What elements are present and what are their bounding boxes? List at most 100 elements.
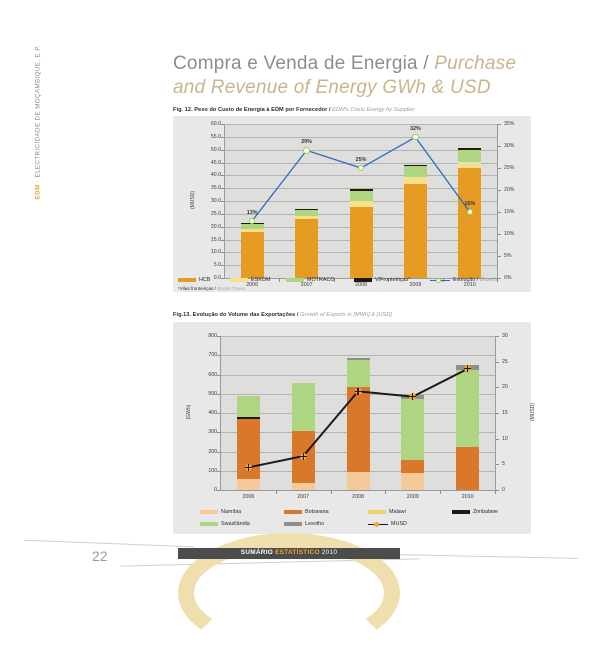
legend-item-label: Namíbia	[221, 509, 242, 515]
data-label: 32%	[409, 126, 421, 133]
y2-axis-tick	[495, 413, 499, 414]
gridline	[225, 188, 497, 189]
legend-item[interactable]: V/Fronteiriças*	[354, 277, 422, 283]
bar-segment	[295, 208, 319, 210]
y-axis-tick	[217, 336, 221, 337]
bar-segment	[401, 460, 425, 473]
y2-axis-tick	[495, 490, 499, 491]
legend-item[interactable]: Namíbia	[200, 509, 276, 515]
y2-axis-tick	[497, 168, 501, 169]
figure-12-footnote-en: Border Towns	[217, 286, 246, 291]
gridline	[225, 175, 497, 176]
legend-item[interactable]: Evolução / Growth	[430, 277, 497, 283]
legend-marker	[436, 277, 441, 283]
legend-item[interactable]: ESKOM	[230, 277, 278, 283]
line-data-marker	[357, 164, 365, 172]
legend-item[interactable]: MUSD	[368, 521, 444, 527]
y2-axis-tick-label: 15	[502, 410, 508, 416]
page-title: Compra e Venda de Energia / Purchase and…	[173, 52, 523, 100]
bar-segment	[349, 190, 373, 201]
legend-color-swatch	[200, 510, 218, 514]
y-axis-tick	[221, 265, 225, 267]
marker-crosshair	[467, 365, 469, 373]
plot-area	[225, 124, 497, 279]
legend-item-label: MUSD	[391, 521, 407, 527]
x-axis-tick-label: 2010	[463, 282, 476, 288]
bar-segment	[295, 209, 319, 216]
figure-12-footnote: *Vilas fronteiriças / Border Towns	[178, 286, 246, 291]
x-axis-tick-label: 2006	[242, 494, 255, 500]
legend-item[interactable]: Malawi	[368, 509, 444, 515]
y-axis-tick-label: 10.0	[210, 249, 221, 256]
y2-axis-tick	[495, 464, 499, 466]
y-axis-title: (GWh)	[186, 404, 192, 420]
y-axis-line	[220, 336, 221, 490]
legend-line-swatch	[368, 521, 388, 527]
legend-color-swatch	[200, 522, 218, 526]
y-axis-tick-label: 800	[208, 333, 217, 339]
bar-segment	[349, 189, 373, 191]
y2-axis-tick-label: 20%	[504, 187, 515, 193]
x-axis-tick	[495, 490, 496, 494]
bar-segment	[346, 387, 370, 472]
x-axis-tick-label: 2006	[246, 282, 259, 288]
y2-axis-tick-label: 5%	[504, 253, 512, 259]
x-axis-tick-label: 2010	[461, 494, 474, 500]
gridline	[221, 355, 495, 356]
y-axis-tick-label: 400	[208, 410, 217, 416]
footer-band-text: SUMÁRIO ESTATÍSTICO 2010	[178, 549, 400, 556]
legend-item[interactable]: HCB	[178, 277, 222, 283]
legend-item-label: Lesotho	[305, 521, 325, 527]
y-axis-tick-label: 500	[208, 390, 217, 397]
bar-segment	[458, 148, 482, 150]
y-axis-tick-label: 0.0	[213, 275, 221, 281]
legend-item[interactable]: MOTRACO	[286, 277, 346, 283]
page-title-en: Purchase and Revenue of Energy GWh & USD	[173, 53, 517, 98]
figure-13-legend-row: Namíbia Botswana Malawi Zimbabwe	[200, 509, 536, 515]
y2-axis-tick	[495, 438, 499, 440]
y2-axis-tick-label: 0%	[504, 275, 512, 281]
y-axis-tick	[221, 239, 225, 241]
x-axis-tick-label: 2008	[355, 282, 367, 288]
y-axis-tick	[221, 136, 225, 138]
y-axis-tick-label: 25.0	[210, 210, 221, 217]
gridline	[225, 150, 497, 151]
bar-segment	[295, 215, 319, 219]
y-axis-tick	[221, 175, 225, 177]
y-axis-tick-label: 45.0	[210, 159, 221, 166]
y2-axis-tick-label: 20	[502, 384, 508, 391]
x-axis-tick	[333, 278, 335, 282]
legend-color-swatch	[284, 510, 302, 514]
y2-axis-tick	[495, 387, 499, 389]
legend-item-label: Swazilândia	[221, 521, 250, 527]
y2-axis-tick	[497, 212, 501, 213]
bar-segment	[456, 369, 480, 447]
legend-item-label: Malawi	[389, 509, 406, 515]
x-axis-tick	[388, 278, 390, 282]
figure-12-caption-en: EDM's Costs Energy by Supplier	[332, 107, 415, 113]
legend-item[interactable]: Lesotho	[284, 521, 360, 527]
page-title-pt: Compra e Venda de Energia /	[173, 53, 435, 74]
y-axis-tick-label: 200	[208, 448, 217, 455]
legend-item[interactable]: Botswana	[284, 509, 360, 515]
y-axis-tick	[221, 162, 225, 164]
bar-segment	[291, 383, 315, 431]
legend-item[interactable]: Swazilândia	[200, 521, 276, 527]
bar-segment	[346, 357, 370, 361]
y-axis-tick-label: 35.0	[210, 185, 221, 192]
brand-separator: ·	[34, 177, 42, 185]
y-axis-tick	[221, 252, 225, 254]
bar-segment	[458, 168, 482, 278]
y-axis-tick-label: 50.0	[210, 146, 221, 153]
footer-band	[178, 548, 400, 559]
legend-line-swatch	[430, 277, 450, 283]
legend-item-label: Botswana	[305, 509, 329, 515]
x-axis-tick	[275, 490, 277, 494]
y2-axis-tick	[497, 146, 501, 147]
y-axis-tick-label: 0	[214, 487, 217, 493]
bar-segment	[236, 417, 260, 419]
figure-13-panel: 0 100 200 300 400 500 600 700 800 0 5 10 15 20 25 30 (GW…	[173, 322, 536, 534]
figure-12-panel: 0.0 5.0 10.0 15.0 20.0 25.0 30.0 35.0 40.0 45.0 50…	[173, 116, 531, 292]
legend-item[interactable]: Zimbabwe	[452, 509, 528, 515]
gridline	[225, 124, 497, 125]
